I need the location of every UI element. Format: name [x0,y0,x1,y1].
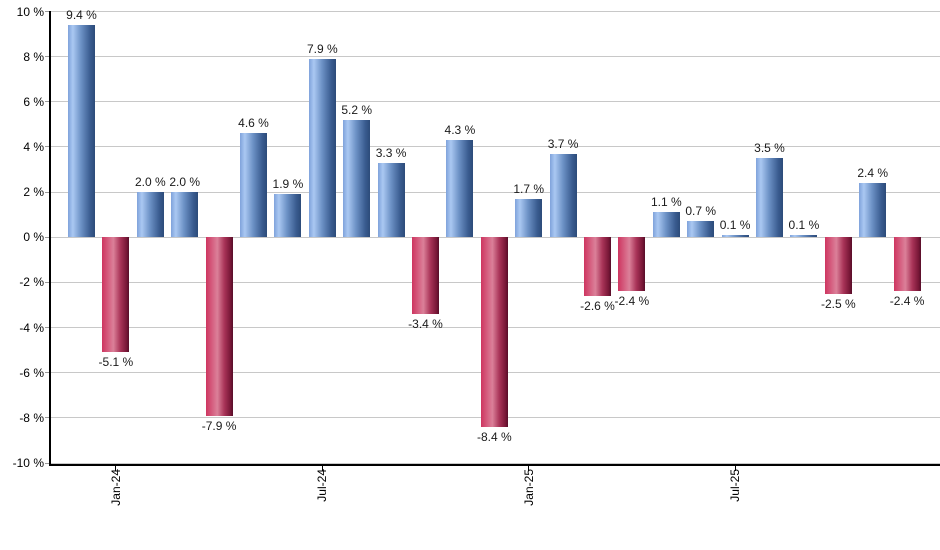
bar-value-label: 7.9 % [306,41,338,56]
x-axis-label: Jan-25 [521,469,536,506]
bar [412,237,439,315]
bar [480,237,508,427]
y-axis-tick [45,281,50,283]
x-axis-tick [734,465,736,471]
bar-value-label: -7.9 % [201,418,237,433]
gridline-6 [50,101,940,103]
x-axis-label: Jan-24 [108,469,123,506]
bar-value-label: -2.4 % [614,294,650,309]
y-axis-label: -6 % [19,365,44,380]
bar-value-label: -2.5 % [820,296,856,311]
x-axis-tick [321,465,323,471]
bar-value-label: 2.0 % [169,175,201,190]
y-axis-label: -10 % [12,456,44,471]
bar [343,119,371,238]
bar [618,237,646,292]
y-axis-label: 8 % [23,49,44,64]
y-axis-tick [45,327,50,329]
y-axis-tick [45,236,50,238]
bar [893,237,921,292]
bar-value-label: -2.6 % [580,299,615,313]
y-axis-tick [45,101,50,103]
bar-value-label: -5.1 % [98,355,134,370]
y-axis-tick [45,417,50,419]
y-axis-line [49,11,51,466]
gridline-8 [50,56,940,58]
gridline-4 [50,146,940,148]
bar-value-label: -2.4 % [889,294,925,309]
y-axis-tick [45,11,50,12]
bar [549,153,577,238]
bar [652,212,680,238]
x-axis-label: Jul-25 [728,469,743,502]
x-axis-tick [115,465,117,471]
bar-value-label: 9.4 % [66,8,97,23]
bar-value-label: 4.3 % [444,123,476,138]
bar [308,58,336,238]
gridline-10 [50,11,940,12]
bar-value-label: 2.0 % [134,175,166,190]
bar [687,221,715,238]
bar-value-label: 1.1 % [650,195,682,210]
bar [68,25,95,238]
bar [824,237,852,294]
bar-value-label: 1.7 % [513,181,545,196]
x-axis-tick [528,465,530,471]
bar-value-label: -3.4 % [408,317,443,332]
bar [136,192,164,238]
gridline-2 [50,191,940,193]
bar-value-label: 1.9 % [272,177,304,192]
bar-value-label: 3.7 % [547,136,579,151]
y-axis-label: 10 % [16,4,44,19]
y-axis-label: 2 % [23,185,44,200]
bar-value-label: 2.4 % [857,166,889,181]
bar [721,235,749,238]
bar [377,162,405,238]
bar [171,192,199,238]
y-axis-label: -2 % [19,275,44,290]
bar-value-label: 0.1 % [719,218,751,233]
x-axis-label: Jul-24 [315,469,330,502]
bar-value-label: -8.4 % [476,429,512,444]
y-axis-label: 4 % [23,139,44,154]
bar [205,237,233,416]
y-axis-tick [45,191,50,193]
bar-value-label: 3.3 % [375,145,407,160]
bar-value-label: 4.6 % [238,116,269,131]
bar [756,158,783,238]
y-axis-label: -8 % [19,410,44,425]
y-axis-tick [45,372,50,374]
bar [446,140,474,238]
x-axis-line [49,464,940,466]
bar-value-label: 5.2 % [341,102,373,117]
bar-value-label: 0.1 % [788,218,820,233]
bar [240,133,267,238]
bar [790,235,818,238]
bar-value-label: 3.5 % [754,141,785,156]
y-axis-label: 0 % [23,230,44,245]
bar [102,237,130,353]
y-axis-label: 6 % [23,94,44,109]
y-axis-tick [45,146,50,148]
bar-value-label: 0.7 % [685,204,717,219]
y-axis-tick [45,56,50,58]
y-axis-label: -4 % [19,320,44,335]
bar [274,194,302,238]
bar [859,183,887,238]
bar [584,237,611,296]
y-axis-tick [45,462,50,464]
gridline--10 [50,462,940,464]
bar [515,198,543,238]
